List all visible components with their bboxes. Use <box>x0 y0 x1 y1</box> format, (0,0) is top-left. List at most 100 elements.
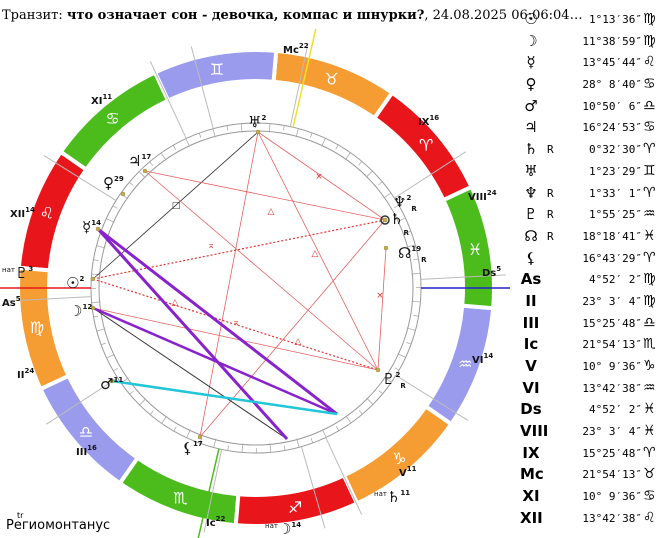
house-11-glyph: XI <box>522 487 540 506</box>
planet-icon: ☉ <box>66 274 79 292</box>
house-degree: 14 <box>25 206 35 214</box>
degree-tick <box>310 132 313 138</box>
planet-icon: ☽ <box>69 302 82 320</box>
planet-label: ☉2 <box>66 274 84 292</box>
degree-tick <box>185 138 191 147</box>
mercury-sign-icon: ♌ <box>643 54 656 71</box>
degree-tick <box>106 218 115 223</box>
degree-tick <box>100 342 106 346</box>
degree-tick <box>93 315 99 318</box>
jupiter-position: 16°24′53″ <box>582 121 642 135</box>
natal-planet-label: нат☽14 <box>265 520 301 538</box>
degree-tick <box>241 443 244 453</box>
degree-tick <box>394 367 400 371</box>
inner-ring-inner <box>98 130 414 446</box>
ascendant-sign-icon: ♍ <box>643 271 656 288</box>
degree-tick <box>397 217 406 223</box>
chart-title: Транзит: что означает сон - девочка, ком… <box>2 8 583 23</box>
position-row-ascendant: As 4°52′ 2″ ♍ <box>518 270 658 292</box>
house-5-sign-icon: ♑ <box>643 358 656 374</box>
position-row-node: ☊ R 18°18′41″ ♓ <box>518 227 658 249</box>
house-3-position: 15°25′48″ <box>582 316 642 330</box>
aspect-symbol: △ <box>268 207 275 217</box>
house-name: II <box>17 370 24 381</box>
planet-degree: 29 <box>114 175 124 183</box>
node-position: 18°18′41″ <box>582 229 642 243</box>
zodiac-ring: ♈ ♉ ♊ ♋ ♌ ♍ ♎ ♏ ♐ ♑ ♒ ♓ <box>6 43 506 533</box>
planet-label: ♄R <box>390 210 409 237</box>
aspect-line-violet <box>97 227 338 416</box>
degree-tick <box>321 138 326 147</box>
planet-point-sat <box>382 217 388 223</box>
aspect-symbol: × <box>315 172 323 182</box>
pluto-retrograde: R <box>547 208 554 222</box>
degree-tick <box>160 152 167 161</box>
house-label-mc: Mc22 <box>283 42 309 56</box>
house-name: VIII <box>468 192 487 203</box>
saturn-sign-icon: ♈ <box>643 141 656 158</box>
aspect-symbol: △ <box>312 249 319 259</box>
aspect-symbol: □ <box>172 201 181 211</box>
moon-glyph: ☽ <box>524 31 538 50</box>
retrograde-mark: R <box>403 229 409 237</box>
degree-tick <box>172 145 177 150</box>
position-row-midheaven: Mc 21°54′13″ ♉ <box>518 465 658 487</box>
house-cusp <box>394 151 466 199</box>
pluto-position: 1°55′25″ <box>589 208 642 222</box>
position-row-mars: ♂ 10°50′ 6″ ♎ <box>518 97 658 119</box>
aspect-line <box>377 247 387 371</box>
planet-point-lil <box>197 434 203 440</box>
planet-point-nod <box>383 245 389 251</box>
house-cusp <box>43 155 117 201</box>
title-suffix: , 24.08.2025 06:06:04… <box>424 8 583 23</box>
degree-tick <box>93 259 99 261</box>
node-glyph: ☊ <box>524 226 538 245</box>
natal-tag: нат <box>265 522 278 530</box>
position-row-neptune: ♆ R 1°33′ 1″ ♈ <box>518 184 658 206</box>
degree-tick <box>269 443 272 453</box>
house-degree: 24 <box>24 367 34 375</box>
natal-planet-icon: ♄ <box>387 488 400 506</box>
lilith-glyph: ⚸ <box>525 248 537 267</box>
planet-label: ♂11 <box>100 375 123 393</box>
neptune-glyph: ♆ <box>524 183 538 202</box>
house-name: VI <box>472 355 483 366</box>
planet-point-ura <box>255 129 261 135</box>
leo-icon: ♌ <box>40 203 54 222</box>
degree-tick <box>226 125 229 131</box>
aspect-line-cyan <box>111 379 338 416</box>
node-retrograde: R <box>547 229 554 243</box>
aspect-line <box>92 307 288 440</box>
position-row-house-9: IX 15°25′48″ ♈ <box>518 444 658 466</box>
mars-position: 10°50′ 6″ <box>582 99 642 113</box>
aspect-line-violet <box>92 306 338 416</box>
house-degree: 5 <box>496 265 501 273</box>
house-degree: 11 <box>102 93 112 101</box>
degree-tick <box>149 410 154 415</box>
mars-glyph: ♂ <box>524 96 538 115</box>
position-row-house-5: V 10° 9′36″ ♑ <box>518 357 658 379</box>
degree-tick <box>240 123 243 133</box>
house-degree: 22 <box>299 42 309 50</box>
uranus-sign-icon: ♊ <box>643 162 656 179</box>
imum-coeli-position: 21°54′13″ <box>582 338 642 352</box>
house-label-xi: XI11 <box>91 93 112 107</box>
planet-label: ♀29 <box>103 174 124 192</box>
house-3-glyph: III <box>522 313 540 332</box>
house-8-position: 23° 3′ 4″ <box>582 425 642 439</box>
degree-tick <box>394 204 399 209</box>
cancer-icon: ♋ <box>105 109 119 128</box>
mercury-position: 13°45′44″ <box>582 56 642 70</box>
house-label-ds: Ds5 <box>482 265 501 279</box>
natal-degree: 11 <box>400 489 410 497</box>
jupiter-glyph: ♃ <box>524 118 538 137</box>
chart-labels: Mc22IX16VIII24Ds5VI14V11Ic22III16II24As5… <box>2 42 501 538</box>
imum-coeli-sign-icon: ♏ <box>643 336 656 353</box>
aspect-symbol: ⌅ <box>232 318 240 328</box>
house-name: Mc <box>283 45 299 56</box>
degree-tick <box>397 353 406 358</box>
planet-degree: 2 <box>261 114 266 122</box>
degree-tick <box>199 438 202 444</box>
position-row-uranus: ♅ 1°23′29″ ♊ <box>518 162 658 184</box>
planet-icon: ☿ <box>82 218 91 236</box>
